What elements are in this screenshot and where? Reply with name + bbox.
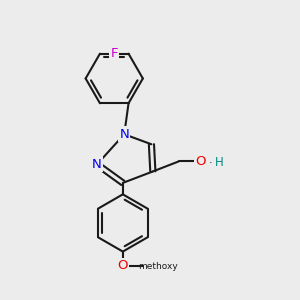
Text: F: F: [110, 47, 118, 60]
Text: methoxy: methoxy: [139, 262, 178, 271]
Text: ·: ·: [208, 158, 212, 168]
Text: O: O: [118, 260, 128, 272]
Text: H: H: [214, 156, 223, 170]
Text: O: O: [195, 155, 205, 168]
Text: N: N: [119, 128, 129, 141]
Text: N: N: [92, 158, 102, 171]
